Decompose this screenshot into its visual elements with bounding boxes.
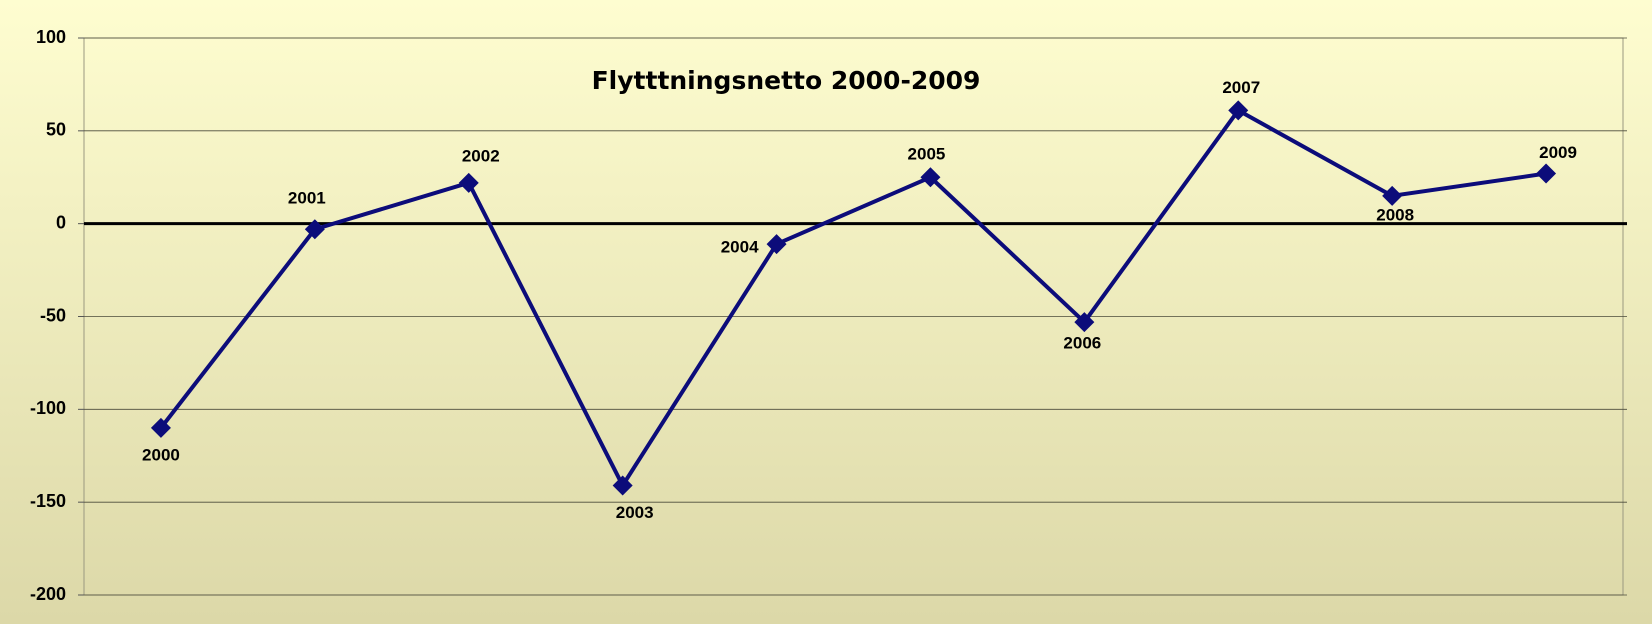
marker (304, 219, 325, 240)
marker (458, 172, 479, 193)
y-tick-label: -50 (40, 305, 66, 325)
marker (920, 167, 941, 188)
marker (612, 475, 633, 496)
data-label: 2000 (142, 445, 180, 464)
y-tick-label: -150 (30, 491, 66, 511)
data-label: 2001 (288, 189, 326, 208)
data-label: 2009 (1539, 143, 1577, 162)
data-label: 2004 (721, 238, 759, 257)
marker (1382, 185, 1403, 206)
data-label: 2005 (908, 145, 946, 164)
y-tick-label: -200 (30, 584, 66, 604)
marker (766, 234, 787, 255)
marker (1074, 312, 1095, 333)
y-tick-label: 0 (56, 212, 66, 232)
data-label: 2003 (616, 503, 654, 522)
y-tick-label: -100 (30, 398, 66, 418)
series-line (159, 108, 1547, 488)
chart-title: Flytttningsnetto 2000-2009 (592, 66, 981, 95)
marker (1228, 100, 1249, 121)
data-label: 2002 (462, 146, 500, 165)
marker (150, 417, 171, 438)
y-tick-label: 50 (46, 120, 66, 140)
data-label: 2008 (1376, 205, 1414, 224)
marker (1536, 163, 1557, 184)
data-label: 2006 (1063, 334, 1101, 353)
y-tick-label: 100 (36, 27, 66, 47)
data-label: 2007 (1222, 78, 1260, 97)
